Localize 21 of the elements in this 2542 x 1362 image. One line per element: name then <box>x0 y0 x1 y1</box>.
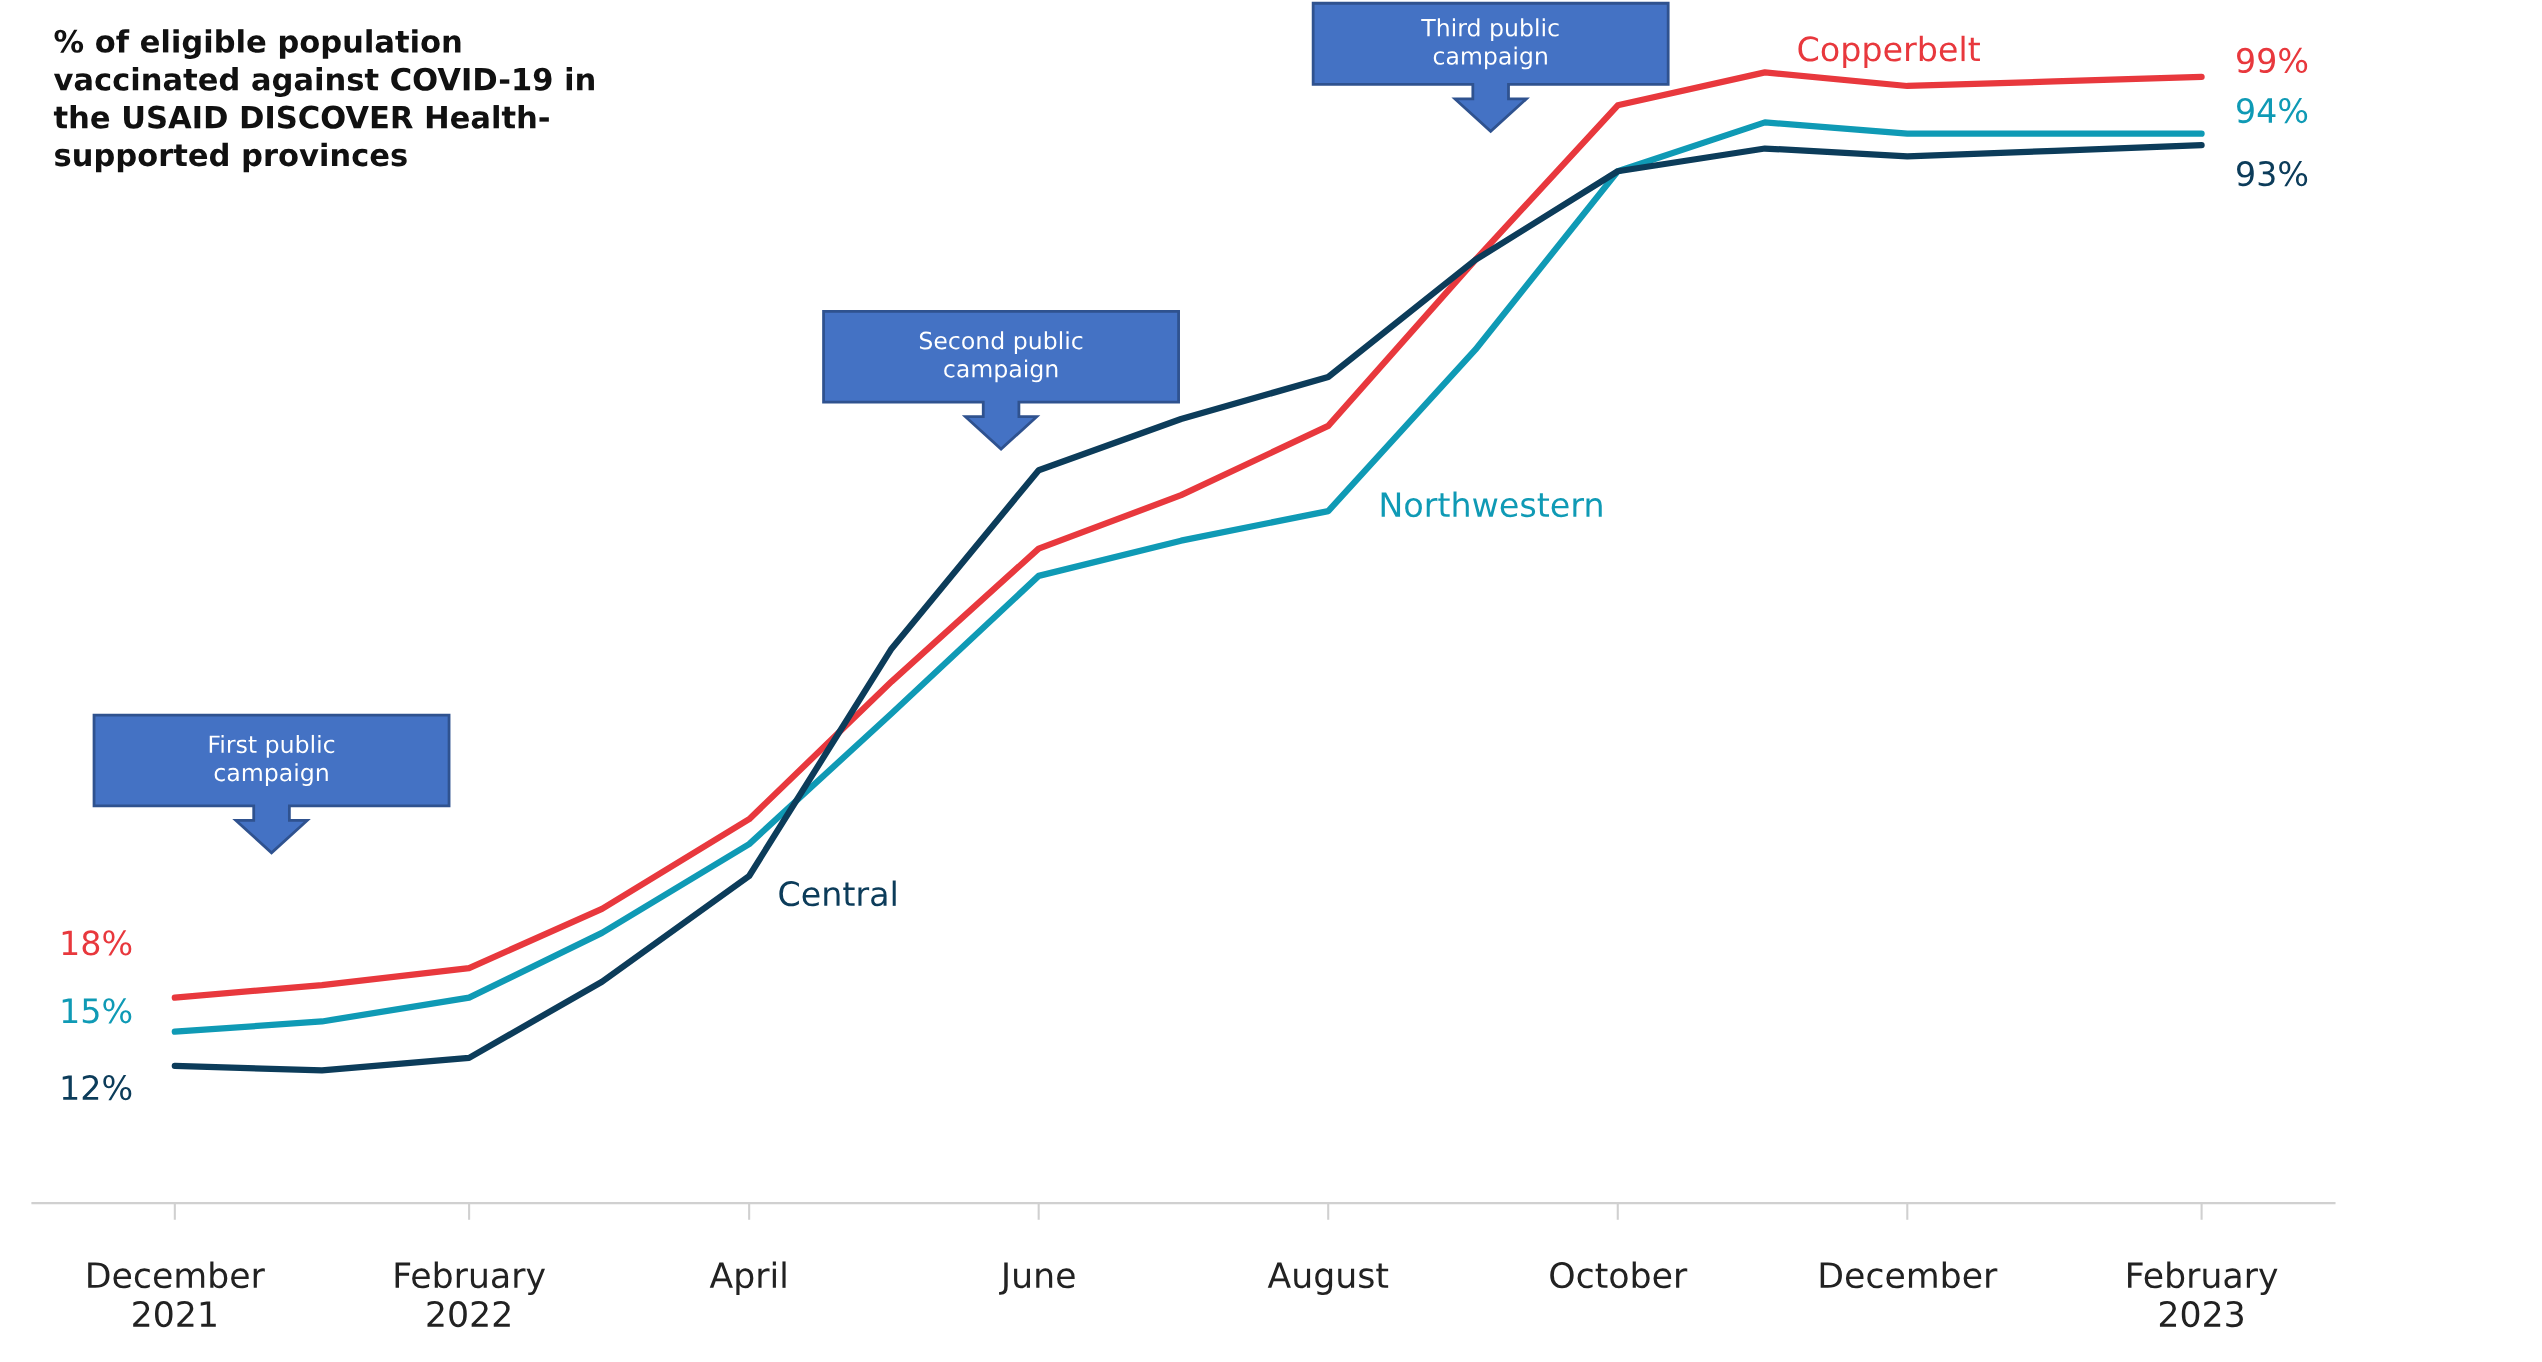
data-label: 12% <box>62 1075 132 1101</box>
data-label: 18% <box>62 930 132 956</box>
annotation: Second public campaign <box>919 331 1083 383</box>
data-label: 99% <box>2237 47 2308 74</box>
chart-title: % of eligible population vaccinated against COVID-19 in the USAID DISCOVER Health- supported provinces <box>53 29 594 173</box>
data-label: 93% <box>2237 161 2308 187</box>
x-tick-label: August <box>1267 1262 1389 1296</box>
x-tick-label: December <box>1820 1261 1998 1289</box>
data-label: 15% <box>62 998 132 1024</box>
series-label: Copperbelt <box>1798 35 1980 69</box>
series-label: Central <box>779 880 896 907</box>
x-tick-label: December 2021 <box>88 1261 265 1328</box>
x-tick-label: February 2023 <box>2128 1261 2278 1328</box>
series-label: Northwestern <box>1381 491 1602 518</box>
x-tick-label: June <box>999 1262 1075 1295</box>
annotation: First public campaign <box>209 734 335 786</box>
text: Third public campaign <box>1421 18 1559 70</box>
x-tick-label: February 2022 <box>395 1261 545 1328</box>
data-label: 94% <box>2237 97 2308 124</box>
x-tick-label: April <box>709 1261 786 1296</box>
x-tick-label: October <box>1550 1261 1688 1289</box>
